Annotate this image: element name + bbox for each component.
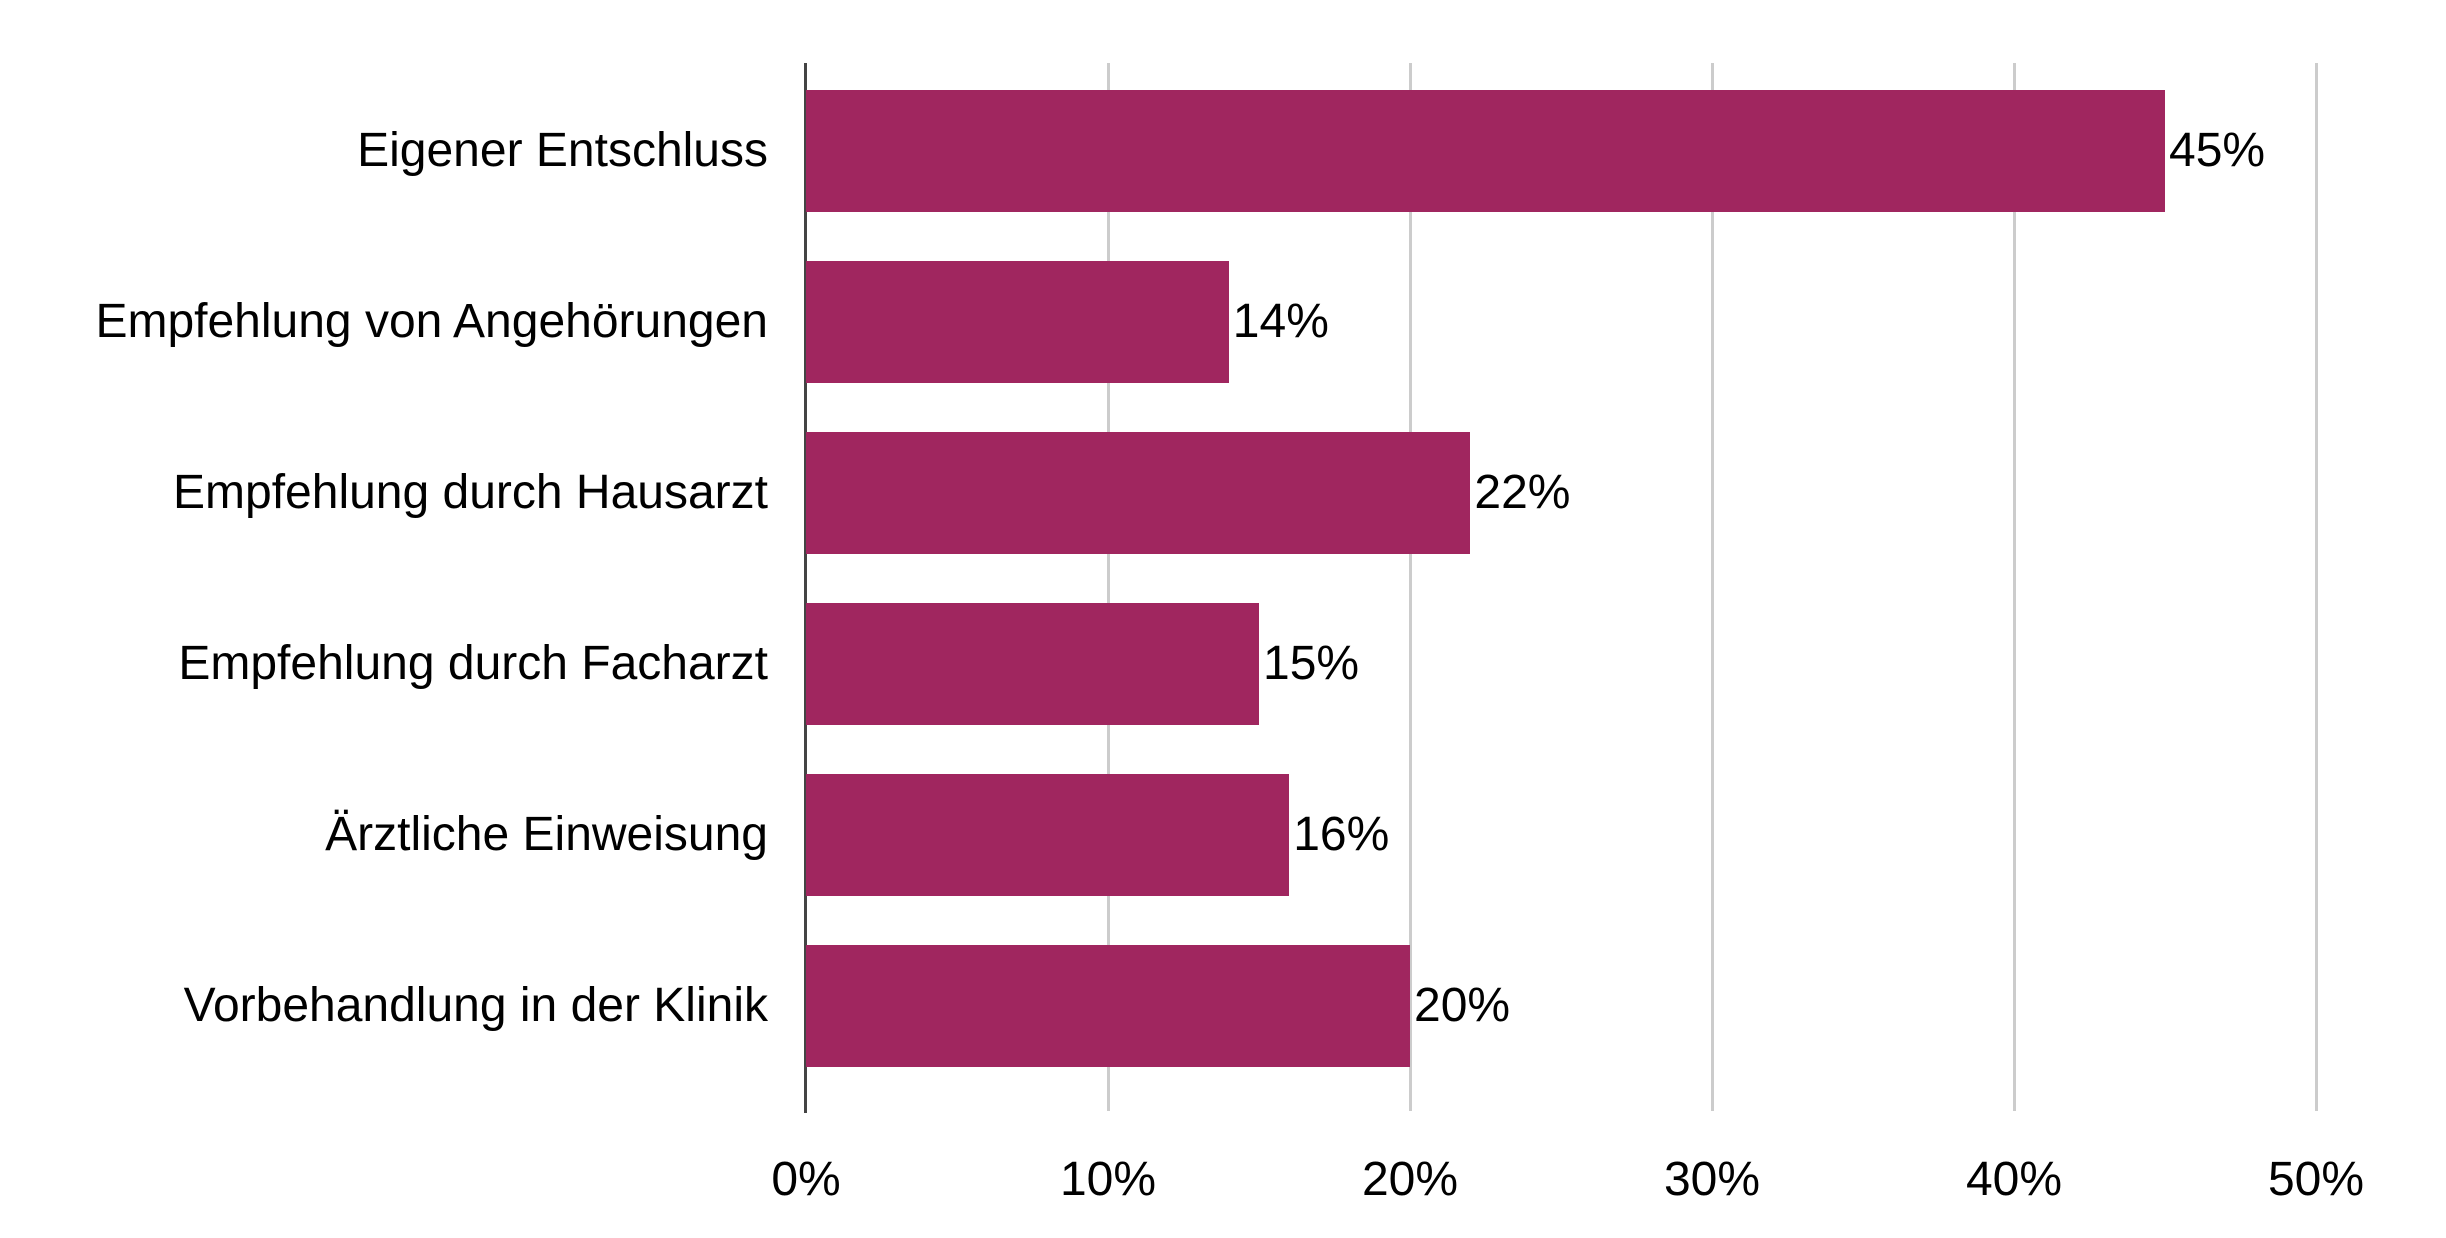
- gridline: [1107, 63, 1110, 1111]
- y-axis-line: [804, 63, 807, 1113]
- value-label: 16%: [1293, 808, 1390, 861]
- bar: [806, 90, 2165, 212]
- bar: [806, 432, 1471, 554]
- category-label: Vorbehandlung in der Klinik: [183, 979, 768, 1032]
- gridline: [2315, 63, 2318, 1111]
- category-label: Empfehlung durch Hausarzt: [173, 466, 768, 519]
- value-label: 22%: [1474, 466, 1571, 519]
- category-label: Ärztliche Einweisung: [325, 808, 768, 861]
- x-tick-label: 30%: [1663, 1153, 1761, 1206]
- x-tick-label: 20%: [1361, 1153, 1459, 1206]
- x-tick-label: 0%: [771, 1153, 841, 1206]
- value-label: 14%: [1232, 295, 1329, 348]
- category-label: Empfehlung durch Facharzt: [178, 637, 768, 690]
- bar: [806, 945, 1410, 1067]
- bar: [806, 261, 1229, 383]
- bar: [806, 774, 1290, 896]
- gridline: [1409, 63, 1412, 1111]
- gridline: [2013, 63, 2016, 1111]
- value-label: 20%: [1414, 979, 1511, 1032]
- x-tick-label: 50%: [2267, 1153, 2365, 1206]
- category-label: Eigener Entschluss: [357, 124, 768, 177]
- x-tick-label: 10%: [1059, 1153, 1157, 1206]
- x-tick-label: 40%: [1965, 1153, 2063, 1206]
- bar: [806, 603, 1259, 725]
- category-label: Empfehlung von Angehörungen: [95, 295, 768, 348]
- value-label: 15%: [1263, 637, 1360, 690]
- gridline: [1711, 63, 1714, 1111]
- value-label: 45%: [2169, 124, 2266, 177]
